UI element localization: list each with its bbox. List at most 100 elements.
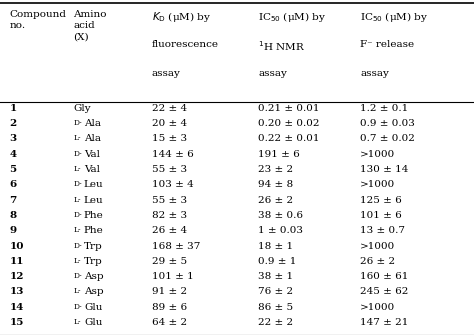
Text: 245 ± 62: 245 ± 62 (360, 287, 409, 296)
Text: 26 ± 4: 26 ± 4 (152, 226, 187, 235)
Text: 13: 13 (9, 287, 24, 296)
Text: 94 ± 8: 94 ± 8 (258, 180, 293, 189)
Text: L-: L- (73, 134, 81, 142)
Text: Ala: Ala (84, 119, 101, 128)
Text: D-: D- (73, 119, 82, 127)
Text: 0.20 ± 0.02: 0.20 ± 0.02 (258, 119, 320, 128)
Text: Leu: Leu (84, 180, 103, 189)
Text: Ala: Ala (84, 134, 101, 143)
Text: Trp: Trp (84, 257, 103, 266)
Text: Leu: Leu (84, 196, 103, 205)
Text: 26 ± 2: 26 ± 2 (258, 196, 293, 205)
Text: assay: assay (258, 69, 287, 78)
Text: 0.7 ± 0.02: 0.7 ± 0.02 (360, 134, 415, 143)
Text: 11: 11 (9, 257, 24, 266)
Text: 26 ± 2: 26 ± 2 (360, 257, 395, 266)
Text: F⁻ release: F⁻ release (360, 40, 414, 49)
Text: 76 ± 2: 76 ± 2 (258, 287, 293, 296)
Text: assay: assay (152, 69, 181, 78)
Text: 3: 3 (9, 134, 17, 143)
Text: D-: D- (73, 242, 82, 250)
Text: >1000: >1000 (360, 242, 395, 251)
Text: D-: D- (73, 150, 82, 158)
Text: 13 ± 0.7: 13 ± 0.7 (360, 226, 405, 235)
Text: L-: L- (73, 318, 81, 326)
Text: Asp: Asp (84, 287, 103, 296)
Text: D-: D- (73, 272, 82, 280)
Text: 0.21 ± 0.01: 0.21 ± 0.01 (258, 104, 320, 113)
Text: 18 ± 1: 18 ± 1 (258, 242, 293, 251)
Text: >1000: >1000 (360, 303, 395, 312)
Text: 38 ± 1: 38 ± 1 (258, 272, 293, 281)
Text: 14: 14 (9, 303, 24, 312)
Text: 147 ± 21: 147 ± 21 (360, 318, 409, 327)
Text: 22 ± 2: 22 ± 2 (258, 318, 293, 327)
Text: 1: 1 (9, 104, 17, 113)
Text: L-: L- (73, 257, 81, 265)
Text: Trp: Trp (84, 242, 103, 251)
Text: 1.2 ± 0.1: 1.2 ± 0.1 (360, 104, 409, 113)
Text: 168 ± 37: 168 ± 37 (152, 242, 200, 251)
Text: IC$_{50}$ (μM) by: IC$_{50}$ (μM) by (258, 10, 327, 24)
Text: 191 ± 6: 191 ± 6 (258, 150, 300, 159)
Text: 20 ± 4: 20 ± 4 (152, 119, 187, 128)
Text: 86 ± 5: 86 ± 5 (258, 303, 293, 312)
Text: 91 ± 2: 91 ± 2 (152, 287, 187, 296)
Text: 15 ± 3: 15 ± 3 (152, 134, 187, 143)
Text: 1 ± 0.03: 1 ± 0.03 (258, 226, 303, 235)
Text: fluorescence: fluorescence (152, 40, 219, 49)
Text: Phe: Phe (84, 211, 104, 220)
Text: L-: L- (73, 287, 81, 295)
Text: 8: 8 (9, 211, 17, 220)
Text: 29 ± 5: 29 ± 5 (152, 257, 187, 266)
Text: 6: 6 (9, 180, 17, 189)
Text: D-: D- (73, 211, 82, 219)
Text: IC$_{50}$ (μM) by: IC$_{50}$ (μM) by (360, 10, 428, 24)
Text: 103 ± 4: 103 ± 4 (152, 180, 193, 189)
Text: D-: D- (73, 303, 82, 311)
Text: Amino
acid
(X): Amino acid (X) (73, 10, 107, 42)
Text: 101 ± 6: 101 ± 6 (360, 211, 402, 220)
Text: 64 ± 2: 64 ± 2 (152, 318, 187, 327)
Text: 10: 10 (9, 242, 24, 251)
Text: 125 ± 6: 125 ± 6 (360, 196, 402, 205)
Text: Val: Val (84, 150, 100, 159)
Text: $K_{\mathrm{D}}$ (μM) by: $K_{\mathrm{D}}$ (μM) by (152, 10, 211, 24)
Text: 55 ± 3: 55 ± 3 (152, 196, 187, 205)
Text: 2: 2 (9, 119, 17, 128)
Text: 130 ± 14: 130 ± 14 (360, 165, 409, 174)
Text: 4: 4 (9, 150, 17, 159)
Text: L-: L- (73, 196, 81, 204)
Text: 0.9 ± 0.03: 0.9 ± 0.03 (360, 119, 415, 128)
Text: D-: D- (73, 180, 82, 188)
Text: 0.22 ± 0.01: 0.22 ± 0.01 (258, 134, 320, 143)
Text: 89 ± 6: 89 ± 6 (152, 303, 187, 312)
Text: Val: Val (84, 165, 100, 174)
Text: Glu: Glu (84, 318, 102, 327)
Text: $^{1}$H NMR: $^{1}$H NMR (258, 40, 305, 53)
Text: 38 ± 0.6: 38 ± 0.6 (258, 211, 303, 220)
Text: Compound
no.: Compound no. (9, 10, 66, 30)
Text: 15: 15 (9, 318, 24, 327)
Text: >1000: >1000 (360, 180, 395, 189)
Text: 82 ± 3: 82 ± 3 (152, 211, 187, 220)
Text: 7: 7 (9, 196, 17, 205)
Text: 5: 5 (9, 165, 17, 174)
Text: 55 ± 3: 55 ± 3 (152, 165, 187, 174)
Text: 22 ± 4: 22 ± 4 (152, 104, 187, 113)
Text: 23 ± 2: 23 ± 2 (258, 165, 293, 174)
Text: Glu: Glu (84, 303, 102, 312)
Text: 9: 9 (9, 226, 17, 235)
Text: >1000: >1000 (360, 150, 395, 159)
Text: assay: assay (360, 69, 389, 78)
Text: L-: L- (73, 165, 81, 173)
Text: 144 ± 6: 144 ± 6 (152, 150, 193, 159)
Text: Gly: Gly (73, 104, 91, 113)
Text: 0.9 ± 1: 0.9 ± 1 (258, 257, 297, 266)
Text: Phe: Phe (84, 226, 104, 235)
Text: Asp: Asp (84, 272, 103, 281)
Text: 12: 12 (9, 272, 24, 281)
Text: L-: L- (73, 226, 81, 234)
Text: 160 ± 61: 160 ± 61 (360, 272, 409, 281)
Text: 101 ± 1: 101 ± 1 (152, 272, 193, 281)
